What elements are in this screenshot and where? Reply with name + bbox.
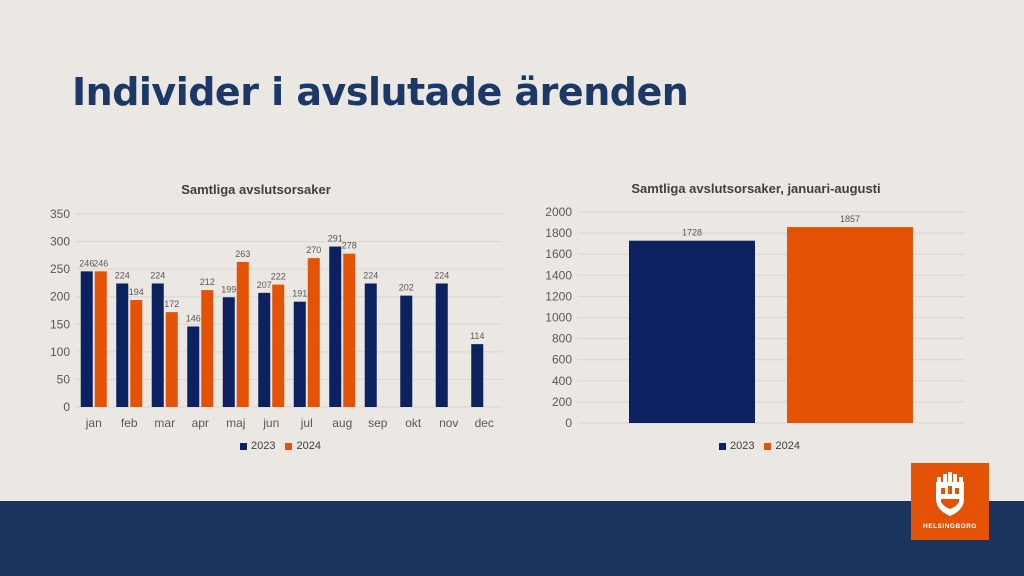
legend-label-2023: 2023 bbox=[251, 440, 276, 452]
bar-2024 bbox=[343, 253, 356, 407]
bar-2024 bbox=[272, 284, 285, 407]
y-tick-label: 600 bbox=[552, 353, 572, 367]
data-label: 1728 bbox=[682, 228, 702, 238]
y-tick-label: 1400 bbox=[545, 268, 572, 282]
data-label: 199 bbox=[221, 284, 236, 294]
bar-2023 bbox=[151, 283, 164, 407]
x-tick-label: apr bbox=[192, 416, 209, 430]
bar-2023 bbox=[222, 297, 235, 407]
bar-2023 bbox=[187, 326, 200, 407]
legend-item-2024: 2024 bbox=[285, 440, 321, 452]
bar-2024 bbox=[201, 290, 214, 407]
x-tick-label: mar bbox=[154, 416, 175, 430]
legend-label-2024: 2024 bbox=[296, 440, 321, 452]
bar-2023 bbox=[116, 283, 129, 407]
y-tick-label: 400 bbox=[552, 374, 572, 388]
bar-2024 bbox=[165, 312, 178, 407]
y-tick-label: 0 bbox=[63, 400, 70, 414]
bar-2023 bbox=[258, 292, 271, 407]
x-tick-label: jan bbox=[85, 416, 102, 430]
bar-2023 bbox=[400, 295, 413, 407]
data-label: 212 bbox=[200, 277, 215, 287]
legend-label-2024: 2024 bbox=[775, 440, 800, 452]
footer-band bbox=[0, 501, 1024, 576]
legend-swatch-2023 bbox=[240, 442, 247, 450]
bar-2023 bbox=[293, 301, 306, 407]
bar-2023 bbox=[471, 344, 484, 407]
data-label: 194 bbox=[129, 287, 144, 297]
x-tick-label: okt bbox=[405, 416, 422, 430]
logo-wordmark: HELSINGBORG bbox=[923, 523, 977, 530]
legend-item-2023: 2023 bbox=[719, 440, 754, 452]
bar-2023 bbox=[435, 283, 448, 407]
chart2-legend: 2023 2024 bbox=[719, 440, 800, 452]
legend-swatch-2023 bbox=[719, 442, 726, 450]
data-label: 246 bbox=[79, 258, 94, 268]
data-label: 270 bbox=[306, 245, 321, 255]
x-tick-label: jun bbox=[262, 416, 279, 430]
data-label: 207 bbox=[257, 280, 272, 290]
data-label: 291 bbox=[328, 234, 343, 244]
y-tick-label: 150 bbox=[50, 317, 70, 331]
slide-title: Individer i avslutade ärenden bbox=[72, 70, 689, 114]
y-tick-label: 250 bbox=[50, 262, 70, 276]
x-tick-label: nov bbox=[439, 416, 458, 430]
data-label: 246 bbox=[93, 258, 108, 268]
bar-2024 bbox=[236, 261, 249, 407]
data-label: 172 bbox=[164, 299, 179, 309]
bar-2024 bbox=[130, 300, 143, 407]
x-tick-label: dec bbox=[475, 416, 494, 430]
legend-swatch-2024 bbox=[285, 442, 293, 450]
data-label: 263 bbox=[235, 249, 250, 259]
y-tick-label: 200 bbox=[552, 395, 572, 409]
data-label: 224 bbox=[115, 270, 130, 280]
chart2-title: Samtliga avslutsorsaker, januari-augusti bbox=[631, 181, 881, 196]
data-label: 1857 bbox=[840, 214, 860, 224]
data-label: 224 bbox=[434, 270, 449, 280]
bar-2024 bbox=[307, 258, 320, 407]
data-label: 191 bbox=[292, 289, 307, 299]
bar-2023 bbox=[329, 246, 342, 407]
y-tick-label: 100 bbox=[50, 345, 70, 359]
y-tick-label: 1600 bbox=[545, 247, 572, 261]
y-tick-label: 1800 bbox=[545, 226, 572, 240]
bar-2023 bbox=[80, 271, 93, 407]
bar-2023 bbox=[629, 240, 755, 423]
x-tick-label: sep bbox=[368, 416, 388, 430]
x-tick-label: aug bbox=[332, 416, 352, 430]
x-tick-label: maj bbox=[226, 416, 245, 430]
chart1-legend: 2023 2024 bbox=[240, 440, 321, 452]
legend-item-2023: 2023 bbox=[240, 440, 275, 452]
x-tick-label: jul bbox=[300, 416, 313, 430]
y-tick-label: 0 bbox=[565, 416, 572, 430]
x-tick-label: feb bbox=[121, 416, 138, 430]
data-label: 202 bbox=[399, 283, 414, 293]
helsingborg-logo: HELSINGBORG bbox=[911, 463, 989, 540]
bar-2024 bbox=[94, 271, 107, 407]
y-tick-label: 200 bbox=[50, 290, 70, 304]
data-label: 224 bbox=[150, 270, 165, 280]
legend-swatch-2024 bbox=[764, 442, 772, 450]
data-label: 224 bbox=[363, 270, 378, 280]
legend-label-2023: 2023 bbox=[730, 440, 755, 452]
bar-2024 bbox=[787, 227, 913, 423]
y-tick-label: 1000 bbox=[545, 311, 572, 325]
y-tick-label: 800 bbox=[552, 332, 572, 346]
bar-2023 bbox=[364, 283, 377, 407]
y-tick-label: 350 bbox=[50, 207, 70, 221]
legend-item-2024: 2024 bbox=[764, 440, 800, 452]
data-label: 146 bbox=[186, 313, 201, 323]
y-tick-label: 2000 bbox=[545, 205, 572, 219]
y-tick-label: 50 bbox=[57, 372, 71, 386]
castle-crest-icon bbox=[936, 472, 964, 516]
data-label: 222 bbox=[271, 272, 286, 282]
data-label: 278 bbox=[342, 241, 357, 251]
y-tick-label: 300 bbox=[50, 235, 70, 249]
y-tick-label: 1200 bbox=[545, 289, 572, 303]
data-label: 114 bbox=[470, 331, 484, 341]
chart1-title: Samtliga avslutsorsaker bbox=[181, 182, 331, 197]
